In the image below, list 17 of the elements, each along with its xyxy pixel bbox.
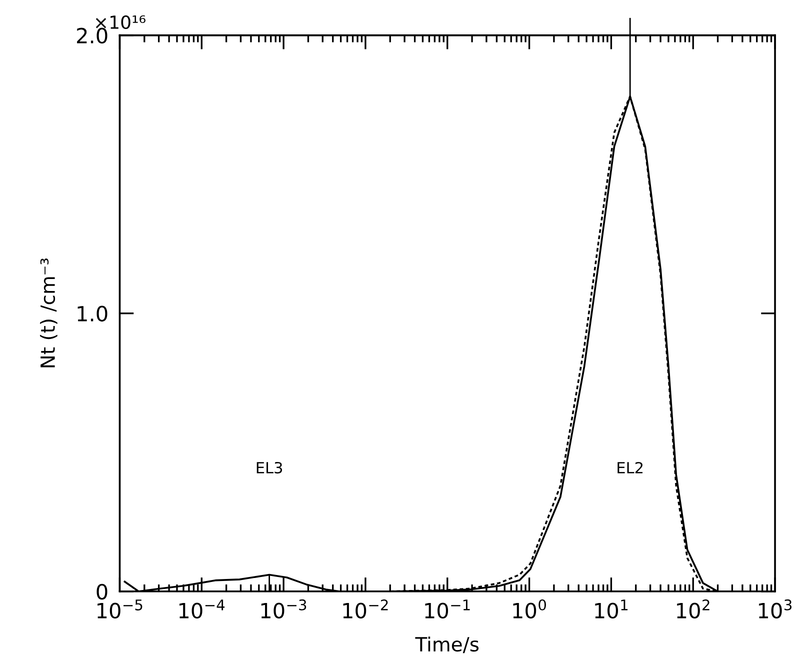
- y-tick-label: 1.0: [78, 306, 108, 322]
- x-tick-label: 10$^{3}$: [758, 599, 792, 618]
- x-tick-label: 10$^{1}$: [595, 600, 628, 619]
- y-tick-label: 2.0: [77, 28, 108, 44]
- annotation: EL3: [256, 462, 282, 474]
- x-tick-label: 10$^{−5}$: [98, 600, 142, 619]
- y-tick-label: 0: [96, 584, 108, 600]
- x-tick-label: 10$^{−2}$: [343, 599, 388, 618]
- annotation: EL2: [618, 462, 642, 474]
- x-tick-label: 10$^{−4}$: [179, 600, 225, 619]
- x-axis-title: Time/s: [415, 636, 479, 654]
- x-tick-label: 10$^{−1}$: [425, 600, 470, 619]
- x-tick-label: 10$^{−3}$: [261, 599, 306, 618]
- x-tick-label: 10$^{2}$: [677, 599, 710, 618]
- text: ×10¹⁶: [96, 15, 146, 30]
- y-axis-title: Nt (t) /cm⁻³: [40, 258, 58, 368]
- x-tick-label: 10$^{0}$: [513, 599, 546, 618]
